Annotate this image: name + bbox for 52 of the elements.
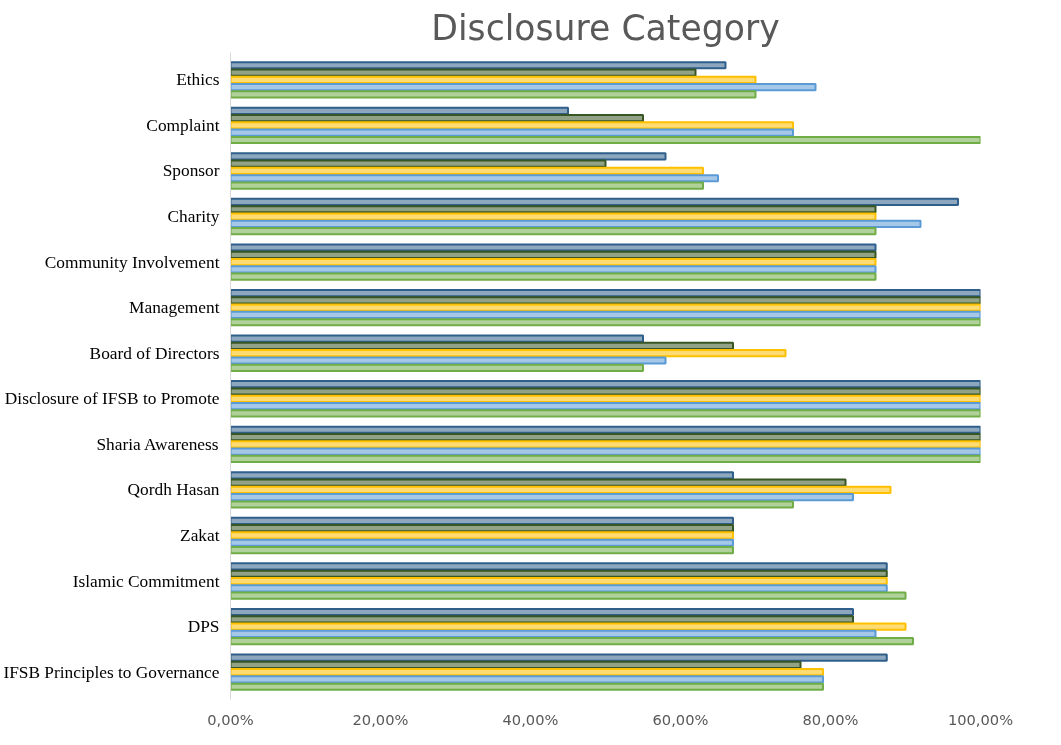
y-tick-label: Zakat xyxy=(180,525,220,545)
bar xyxy=(230,591,907,600)
y-tick-label: Complaint xyxy=(146,115,220,135)
y-tick-label: Charity xyxy=(167,207,220,227)
y-tick-label: Qordh Hasan xyxy=(127,480,220,500)
bar xyxy=(230,500,794,509)
bar xyxy=(230,356,667,365)
y-tick-label: Board of Directors xyxy=(89,343,220,363)
bar xyxy=(230,212,877,221)
bar xyxy=(230,562,888,571)
bar xyxy=(230,363,644,372)
x-tick-label: 0,00% xyxy=(207,710,254,728)
x-tick-label: 20,00% xyxy=(352,710,409,728)
bar xyxy=(230,227,877,236)
x-tick-label: 100,00% xyxy=(947,710,1014,728)
chart-title: Disclosure Category xyxy=(431,7,780,48)
bar xyxy=(230,152,667,161)
y-tick-label: Disclosure of IFSB to Promote xyxy=(4,389,220,409)
bar xyxy=(230,471,734,480)
bar xyxy=(230,296,981,305)
bar xyxy=(230,409,981,418)
y-tick-label: DPS xyxy=(187,617,220,637)
y-tick-label: Ethics xyxy=(176,70,220,90)
y-tick-label: Sharia Awareness xyxy=(96,434,219,454)
bar xyxy=(230,545,734,555)
bar xyxy=(230,637,914,646)
y-tick-label: Sponsor xyxy=(162,161,220,181)
x-tick-label: 80,00% xyxy=(802,710,859,728)
x-tick-label: 60,00% xyxy=(652,710,709,728)
x-tick-label: 40,00% xyxy=(502,710,559,728)
bar xyxy=(230,531,734,540)
y-tick-label: IFSB Principles to Governance xyxy=(3,662,220,682)
bar xyxy=(230,454,981,464)
bar xyxy=(230,653,888,662)
bar xyxy=(230,682,824,691)
bar xyxy=(230,90,757,99)
bar xyxy=(230,584,888,593)
bar xyxy=(230,121,794,130)
bar xyxy=(230,181,704,190)
bar xyxy=(230,440,981,449)
y-tick-label: Management xyxy=(129,298,220,318)
bar xyxy=(230,615,854,624)
bar xyxy=(230,135,981,145)
bar xyxy=(230,265,877,274)
bar xyxy=(230,68,697,77)
bar xyxy=(230,675,824,684)
bar xyxy=(230,387,981,396)
y-tick-label: Islamic Commitment xyxy=(72,571,220,591)
y-tick-label: Community Involvement xyxy=(44,252,220,272)
bar xyxy=(230,318,981,327)
bar xyxy=(230,272,877,281)
bar xyxy=(230,243,877,252)
